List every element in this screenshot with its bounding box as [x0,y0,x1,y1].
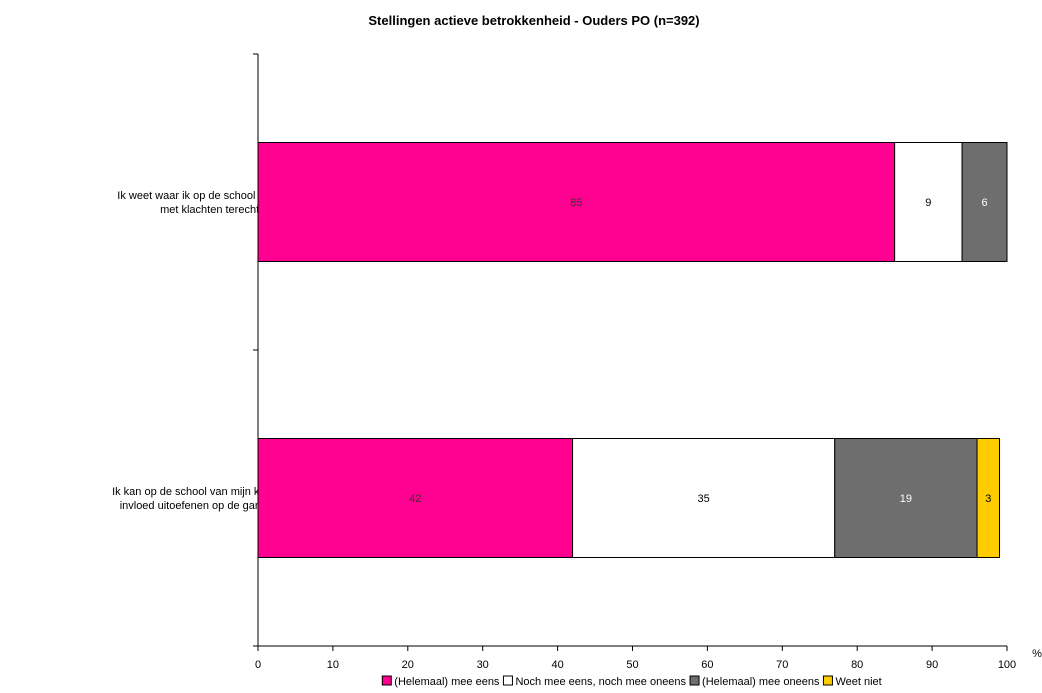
x-tick-label: 100 [998,659,1016,671]
legend-label: Weet niet [835,676,881,688]
legend-label: Noch mee eens, noch mee oneens [515,676,686,688]
legend-swatch [381,675,392,686]
data-label: 9 [925,197,931,209]
plot-area: 0 10 20 30 40 50 60 70 80 90 100%Ik weet waar ik o… [112,53,1042,671]
legend: (Helemaal) mee eens Noch mee eens, noch m… [381,675,882,688]
bar-segment [894,142,963,262]
data-label: 3 [985,493,991,505]
category-label: met klachten terecht kan [160,204,280,216]
x-tick-label: 60 [701,659,713,671]
x-tick-label: 80 [851,659,863,671]
data-label: 35 [698,493,710,505]
data-label: 85 [570,197,582,209]
x-tick-label: 50 [626,659,638,671]
legend-label: (Helemaal) mee oneens [702,676,820,688]
legend-swatch [689,675,700,686]
bar-segment [572,438,836,558]
x-tick-label: 40 [551,659,563,671]
bar-segment [961,142,1008,262]
x-tick-label: 30 [477,659,489,671]
legend-swatch [822,675,833,686]
data-label: 19 [900,493,912,505]
data-label: 42 [409,493,421,505]
x-tick-label: 0 [255,659,261,671]
x-axis-unit-label: % [1032,648,1042,660]
x-tick-label: 90 [926,659,938,671]
data-label: 6 [981,197,987,209]
x-tick-label: 10 [327,659,339,671]
legend-label: (Helemaal) mee eens [394,676,500,688]
x-tick-label: 20 [402,659,414,671]
bar-segment [976,438,1001,558]
x-tick-label: 70 [776,659,788,671]
bar-segment [257,438,574,558]
chart-title: Stellingen actieve betrokkenheid - Ouder… [368,13,699,28]
legend-swatch [502,675,513,686]
bar-segment [834,438,978,558]
